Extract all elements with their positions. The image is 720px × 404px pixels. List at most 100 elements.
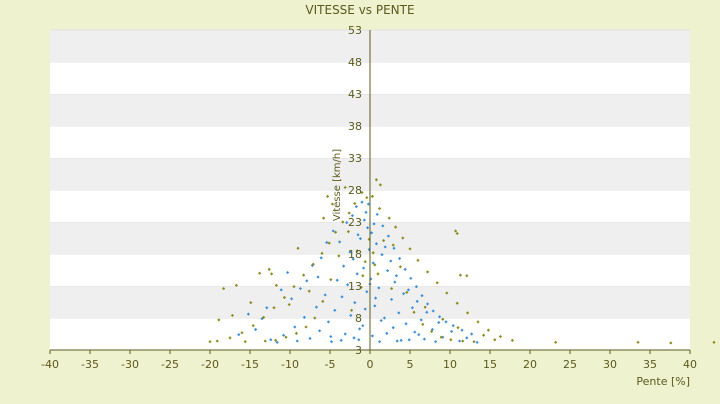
data-point <box>343 185 347 190</box>
data-point <box>465 336 469 340</box>
data-point <box>445 291 449 295</box>
data-point <box>265 306 269 310</box>
data-point <box>498 334 502 339</box>
data-point <box>222 286 226 291</box>
data-point <box>322 216 326 220</box>
data-point <box>466 311 470 315</box>
y-tick-label: 33 <box>348 152 362 165</box>
data-point <box>208 340 212 344</box>
data-point <box>455 301 459 305</box>
data-point <box>371 251 375 255</box>
y-tick-label: 48 <box>348 56 362 69</box>
data-point <box>353 301 357 305</box>
data-point <box>413 330 417 334</box>
data-point <box>295 339 299 343</box>
data-point <box>398 256 402 261</box>
data-point <box>414 285 418 289</box>
data-point <box>387 216 391 220</box>
data-point <box>298 286 302 291</box>
data-point <box>234 283 238 287</box>
data-point <box>279 288 283 292</box>
data-point <box>337 254 341 258</box>
data-point <box>249 301 253 305</box>
data-point <box>461 339 465 343</box>
data-point <box>282 333 286 337</box>
data-point <box>450 329 454 334</box>
data-point <box>334 230 338 234</box>
data-point <box>341 220 345 224</box>
data-point <box>410 306 414 310</box>
data-point <box>375 212 379 216</box>
data-point <box>397 311 401 315</box>
data-point <box>455 231 459 236</box>
data-point <box>302 273 306 277</box>
data-point <box>449 338 453 342</box>
data-point <box>444 320 448 324</box>
data-point <box>407 338 411 342</box>
data-point <box>286 270 290 275</box>
data-point <box>329 334 333 339</box>
data-point <box>493 338 497 342</box>
data-point <box>425 310 429 314</box>
data-point <box>378 183 382 187</box>
data-point <box>267 267 271 271</box>
data-point <box>321 299 325 303</box>
data-point <box>431 309 435 313</box>
y-tick-label: 13 <box>348 280 362 293</box>
data-point <box>310 263 314 268</box>
data-point <box>311 262 315 266</box>
x-tick-label: 10 <box>443 358 457 371</box>
data-point <box>472 340 476 344</box>
data-point <box>355 249 359 253</box>
x-tick-label: 40 <box>683 358 697 371</box>
data-point <box>389 259 393 263</box>
data-point <box>421 322 425 326</box>
data-point <box>390 297 394 302</box>
x-tick-label: -30 <box>121 358 139 371</box>
data-point <box>405 290 409 294</box>
data-point <box>318 329 322 333</box>
data-point <box>374 296 378 300</box>
data-point <box>304 325 308 329</box>
data-point <box>669 341 673 345</box>
data-point <box>360 200 364 204</box>
data-point <box>426 302 430 306</box>
data-point <box>393 280 397 284</box>
data-point <box>362 266 366 270</box>
data-point <box>326 194 330 198</box>
y-axis-label: Vitesse [km/h] <box>332 149 343 221</box>
data-points <box>208 178 716 345</box>
data-point <box>486 328 490 332</box>
data-point <box>420 294 424 298</box>
data-point <box>430 329 434 334</box>
data-point <box>380 253 384 257</box>
x-tick-label: 35 <box>643 358 657 371</box>
data-point <box>351 257 355 261</box>
data-point <box>437 320 441 325</box>
data-point <box>314 305 318 309</box>
data-point <box>270 272 274 276</box>
data-point <box>294 331 298 335</box>
data-point <box>426 270 430 274</box>
data-point <box>307 289 311 293</box>
data-point <box>362 218 366 222</box>
data-point <box>293 325 297 329</box>
data-point <box>230 313 234 318</box>
data-point <box>237 333 241 337</box>
data-point <box>269 338 273 342</box>
y-tick-label: 8 <box>355 312 362 325</box>
data-point <box>376 272 380 276</box>
chart-title: VITESSE vs PENTE <box>305 3 414 17</box>
data-point <box>302 315 306 319</box>
data-point <box>333 308 337 312</box>
y-tick-label: 53 <box>348 24 362 37</box>
data-point <box>349 313 353 318</box>
data-point <box>374 178 378 182</box>
data-point <box>361 274 365 278</box>
data-point <box>365 196 369 200</box>
data-point <box>339 338 343 342</box>
data-point <box>358 327 362 331</box>
data-point <box>258 271 262 275</box>
x-tick-label: 15 <box>483 358 497 371</box>
data-point <box>398 265 402 269</box>
